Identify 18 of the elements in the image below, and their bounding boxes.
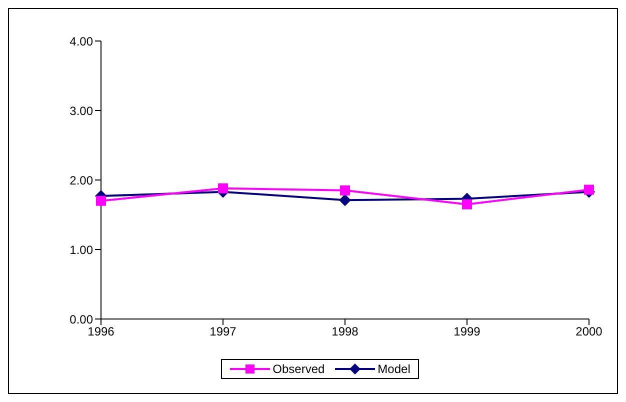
x-tick-label: 1996 xyxy=(88,324,115,339)
y-tick-label: 0.00 xyxy=(70,312,94,326)
y-tick-label: 4.00 xyxy=(70,34,94,48)
point xyxy=(339,194,351,206)
point xyxy=(218,183,228,194)
y-tick-label: 1.00 xyxy=(70,242,94,257)
x-tick-label: 1997 xyxy=(210,324,237,339)
x-tick-label: 1998 xyxy=(332,324,359,339)
legend-label: Model xyxy=(376,362,410,376)
point xyxy=(584,184,594,195)
point xyxy=(462,199,472,210)
legend-label: Observed xyxy=(272,362,325,376)
y-tick-label: 2.00 xyxy=(70,173,94,188)
point xyxy=(340,185,350,196)
point xyxy=(96,196,106,206)
x-tick-label: 2000 xyxy=(576,324,603,339)
y-tick-label: 3.00 xyxy=(70,104,94,118)
x-tick-label: 1999 xyxy=(454,324,481,339)
